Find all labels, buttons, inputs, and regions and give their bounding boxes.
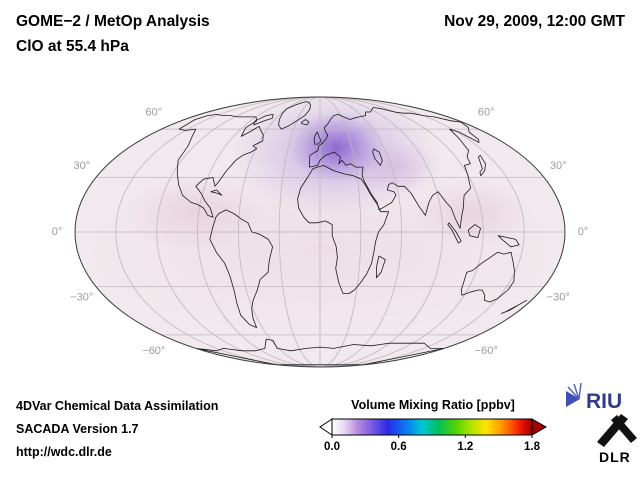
footer-assimilation: 4DVar Chemical Data Assimilation bbox=[16, 399, 219, 413]
colorbar-tick-label: 1.2 bbox=[457, 441, 474, 453]
lat-label-right: −30° bbox=[547, 292, 570, 304]
coastline-newzealand bbox=[500, 299, 527, 314]
footer-version: SACADA Version 1.7 bbox=[16, 422, 139, 436]
coastline-antarctica bbox=[195, 338, 445, 366]
dlr-logo-icon bbox=[597, 414, 637, 447]
coastline-madagascar bbox=[376, 255, 386, 279]
clo-smear-west-atlantic bbox=[125, 175, 265, 251]
footer-url: http://wdc.dlr.de bbox=[16, 445, 112, 459]
globe-outline bbox=[74, 96, 566, 368]
plot-title: GOME−2 / MetOp Analysis bbox=[16, 13, 210, 30]
lat-label-right: 0° bbox=[578, 226, 589, 238]
coastline-japan bbox=[478, 154, 486, 177]
lat-label-left: −30° bbox=[70, 292, 93, 304]
lat-label-left: 30° bbox=[73, 160, 90, 172]
coastline-sumatra bbox=[447, 222, 462, 244]
lat-label-left: −60° bbox=[142, 345, 165, 357]
coastline-eurasia bbox=[308, 107, 480, 229]
colorbar-tick-label: 1.8 bbox=[524, 441, 540, 453]
riu-logo-text: RIU bbox=[586, 390, 622, 413]
coastline-iceland bbox=[301, 119, 310, 126]
lat-label-left: 60° bbox=[145, 107, 162, 119]
lat-label-right: 60° bbox=[478, 107, 495, 119]
coastline-baffin bbox=[253, 114, 274, 126]
lat-label-right: −60° bbox=[475, 345, 498, 357]
coastline-northamerica bbox=[176, 114, 264, 218]
dlr-bird-short-stroke bbox=[611, 415, 637, 443]
riu-logo-triangle-icon bbox=[566, 391, 580, 407]
colorbar-right-arrow bbox=[531, 418, 548, 436]
continents bbox=[176, 101, 527, 366]
coastline-borneo bbox=[467, 224, 481, 238]
plot-subtitle: ClO at 55.4 hPa bbox=[16, 38, 129, 55]
colorbar bbox=[319, 418, 548, 438]
coastline-caspian bbox=[372, 148, 383, 166]
clo-anomaly-core bbox=[289, 111, 385, 183]
coastline-greenland bbox=[278, 101, 311, 130]
coastline-southamerica bbox=[209, 209, 273, 328]
plot-datetime: Nov 29, 2009, 12:00 GMT bbox=[444, 13, 625, 30]
colorbar-left-arrow bbox=[319, 418, 333, 436]
coastline-newguinea bbox=[497, 235, 520, 248]
lat-label-right: 30° bbox=[550, 160, 567, 172]
clo-smear-indian-ocean bbox=[412, 179, 532, 247]
coastline-africa bbox=[297, 165, 389, 294]
coastline-cuba bbox=[210, 189, 223, 196]
coastline-uk bbox=[313, 131, 322, 145]
colorbar-tick-labels: 0.0 0.6 1.2 1.8 bbox=[318, 441, 548, 455]
colorbar-title: Volume Mixing Ratio [ppbv] bbox=[351, 398, 515, 412]
colorbar-tick-label: 0.0 bbox=[324, 441, 340, 453]
lat-label-left: 0° bbox=[52, 226, 63, 238]
riu-logo: RIU bbox=[566, 382, 622, 413]
dlr-logo-text: DLR bbox=[599, 449, 631, 465]
colorbar-gradient-body bbox=[331, 418, 533, 436]
riu-logo-rays-icon bbox=[567, 382, 582, 400]
colorbar-tick-label: 0.6 bbox=[390, 441, 407, 453]
latitude-labels: 60° 60° 30° 30° 0° 0° −30° −30° −60° −60° bbox=[52, 107, 589, 357]
coastline-australia bbox=[460, 251, 515, 303]
